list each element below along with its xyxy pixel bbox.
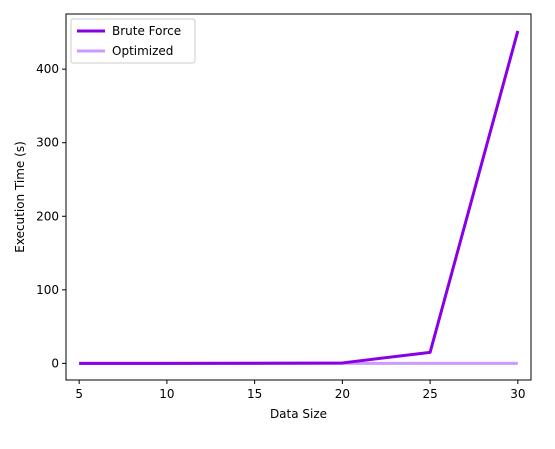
y-tick-label: 200	[36, 209, 59, 223]
x-tick-label: 20	[335, 387, 350, 401]
y-tick-label: 100	[36, 283, 59, 297]
x-axis-title: Data Size	[270, 407, 327, 421]
legend-label-optimized: Optimized	[112, 44, 173, 58]
series-layer	[79, 30, 520, 365]
series-line-brute-force	[79, 30, 520, 365]
legend: Brute Force Optimized	[70, 18, 196, 64]
y-axis-title: Execution Time (s)	[13, 141, 27, 253]
x-tick-label: 15	[247, 387, 262, 401]
x-tick-label: 30	[510, 387, 525, 401]
plot-area	[66, 14, 531, 380]
x-tick-label: 25	[422, 387, 437, 401]
y-tick-label: 400	[36, 62, 59, 76]
y-axis: 0 100 200 300 400	[36, 62, 66, 370]
x-tick-label: 10	[159, 387, 174, 401]
plot-frame	[65, 13, 532, 381]
legend-label-brute-force: Brute Force	[112, 24, 181, 38]
y-tick-label: 0	[51, 356, 59, 370]
y-tick-label: 300	[36, 136, 59, 150]
x-tick-label: 5	[75, 387, 83, 401]
x-axis: 5 10 15 20 25 30	[75, 380, 525, 401]
